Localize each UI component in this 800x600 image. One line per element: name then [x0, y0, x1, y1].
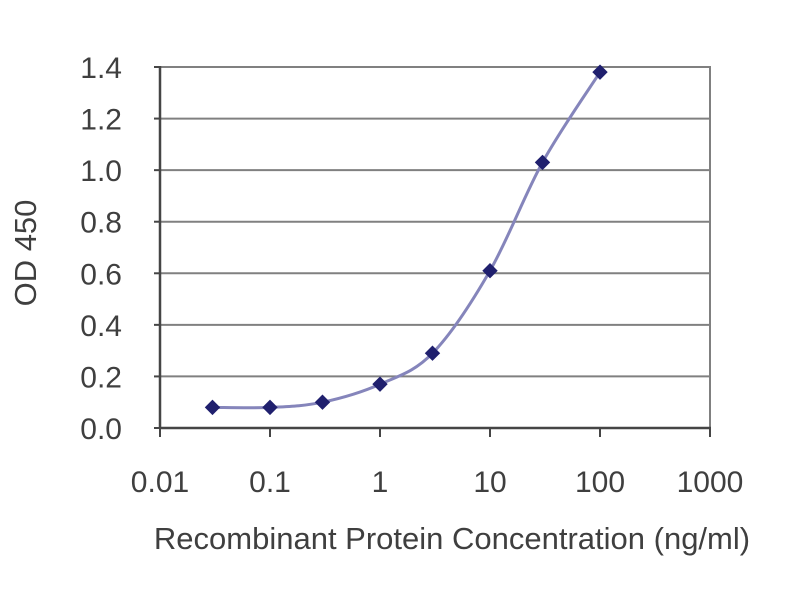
- data-point-marker: [482, 262, 498, 279]
- x-tick-label: 0.01: [131, 466, 189, 499]
- y-tick-label: 0.2: [80, 361, 122, 394]
- tick-label-layer: 0.0 0.2 0.4 0.6 0.8 1.0 1.2 1.4 0.01 0.1 1 10 100 100…: [80, 52, 743, 499]
- data-point-marker: [592, 64, 608, 80]
- x-tick-label: 1000: [677, 466, 744, 499]
- y-tick-label: 0.6: [80, 258, 122, 291]
- y-tick-label: 1.4: [80, 52, 122, 85]
- y-tick-label: 0.4: [80, 310, 122, 343]
- series-layer: [204, 64, 608, 416]
- y-axis-title: OD 450: [8, 200, 43, 307]
- x-tick-label: 10: [473, 466, 506, 499]
- x-tick-label: 100: [575, 466, 625, 499]
- y-tick-label: 0.8: [80, 207, 122, 240]
- data-point-marker: [534, 154, 551, 171]
- series-line: [211, 70, 602, 410]
- x-axis-title: Recombinant Protein Concentration (ng/ml…: [154, 521, 750, 556]
- data-point-marker: [372, 376, 388, 392]
- grid-layer: [160, 66, 711, 428]
- data-point-marker: [262, 399, 278, 416]
- y-tick-label: 0.0: [80, 413, 122, 446]
- data-point-marker: [314, 394, 331, 410]
- y-tick-label: 1.0: [80, 155, 122, 188]
- data-point-marker: [204, 399, 221, 416]
- x-tick-label: 1: [372, 466, 389, 499]
- x-tick-label: 0.1: [249, 466, 291, 499]
- data-point-marker: [424, 345, 441, 361]
- axis-layer: [154, 66, 711, 437]
- y-tick-label: 1.2: [80, 104, 122, 137]
